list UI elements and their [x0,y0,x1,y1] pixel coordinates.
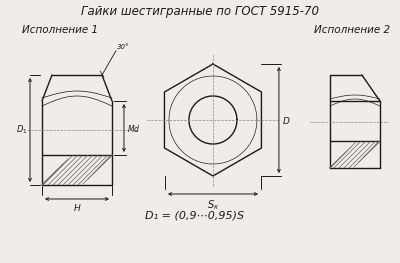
Text: Исполнение 2: Исполнение 2 [314,25,390,35]
Text: $D$: $D$ [282,114,290,125]
Text: $S_{к}$: $S_{к}$ [207,198,219,212]
Text: $D_1$: $D_1$ [16,124,28,136]
Text: 30°: 30° [117,44,130,50]
Text: Исполнение 1: Исполнение 1 [22,25,98,35]
Text: $H$: $H$ [73,202,81,213]
Text: Гайки шестигранные по ГОСТ 5915-70: Гайки шестигранные по ГОСТ 5915-70 [81,5,319,18]
Text: $Md$: $Md$ [127,123,140,134]
Text: D₁ = (0,9⋯0,95)S: D₁ = (0,9⋯0,95)S [145,211,244,221]
